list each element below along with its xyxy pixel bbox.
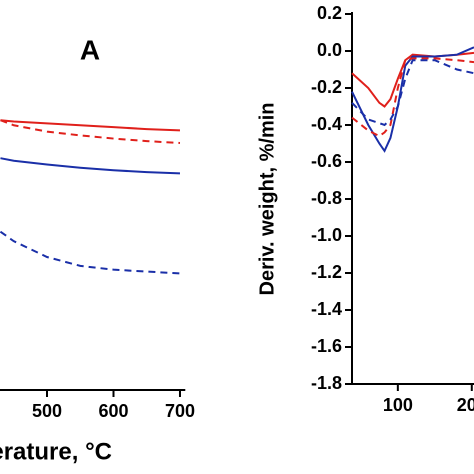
- data-line: [0, 157, 181, 175]
- y-axis-label: Deriv. weight, %/min: [256, 103, 278, 296]
- data-line: [0, 230, 181, 275]
- y-tick-label: 0.0: [317, 40, 342, 60]
- data-line: [0, 119, 181, 144]
- y-tick-label: -1.2: [311, 262, 342, 282]
- data-line: [351, 57, 474, 138]
- y-tick-label: -1.6: [311, 336, 342, 356]
- y-tick-label: -1.4: [311, 299, 342, 319]
- y-tick-label: -0.4: [311, 114, 342, 134]
- data-line: [0, 119, 181, 132]
- x-tick-label: 100: [383, 395, 413, 415]
- x-axis-label: Temperature, °C: [0, 438, 112, 465]
- x-tick-label: 200: [457, 395, 474, 415]
- x-tick-label: 600: [98, 401, 128, 421]
- chart-title: A: [80, 34, 100, 65]
- data-line: [351, 46, 474, 153]
- x-tick-label: 700: [165, 401, 195, 421]
- data-line: [351, 59, 474, 127]
- y-tick-label: -0.6: [311, 151, 342, 171]
- y-tick-label: -0.2: [311, 77, 342, 97]
- x-tick-label: 500: [32, 401, 62, 421]
- y-tick-label: -1.8: [311, 373, 342, 393]
- y-tick-label: -1.0: [311, 225, 342, 245]
- y-tick-label: 0.2: [317, 3, 342, 23]
- y-tick-label: -0.8: [311, 188, 342, 208]
